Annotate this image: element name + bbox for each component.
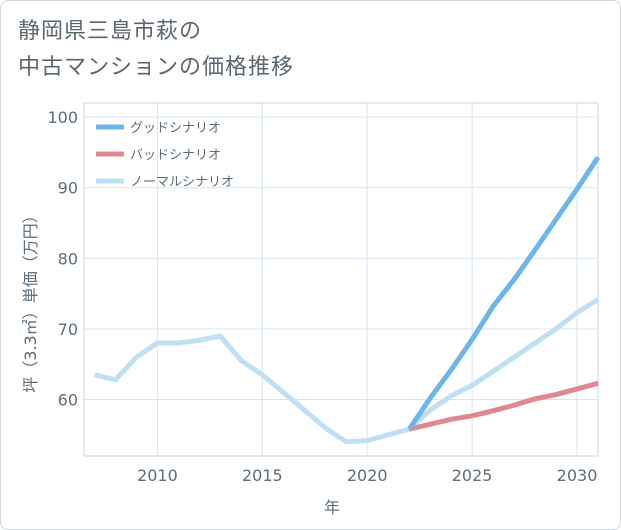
x-tick-label: 2010 xyxy=(137,466,178,485)
y-tick-label: 60 xyxy=(58,391,78,410)
legend-label-0: グッドシナリオ xyxy=(130,121,221,136)
y-tick-label: 100 xyxy=(47,108,78,127)
plot-frame xyxy=(83,102,599,457)
title-line-1: 静岡県三島市萩の xyxy=(18,19,203,44)
series-line-1 xyxy=(408,380,599,432)
x-tick-label: 2030 xyxy=(557,466,598,485)
title-line-2: 中古マンションの価格推移 xyxy=(18,55,295,80)
x-tick-label: 2015 xyxy=(242,466,283,485)
y-tick-label: 90 xyxy=(58,179,78,198)
legend-label-1: バッドシナリオ xyxy=(130,148,221,163)
chart-title: 静岡県三島市萩の中古マンションの価格推移 xyxy=(18,14,294,86)
x-axis-title: 年 xyxy=(324,498,340,517)
x-tick-label: 2025 xyxy=(452,466,493,485)
grid xyxy=(84,103,598,456)
series-lines xyxy=(93,156,601,445)
y-axis-title: 坪（3.3㎡）単価（万円） xyxy=(21,207,40,392)
x-tick-label: 2020 xyxy=(347,466,388,485)
series-line-0 xyxy=(407,156,601,431)
y-tick-label: 70 xyxy=(58,320,78,339)
series-line-2 xyxy=(93,297,600,445)
x-axis-ticks: 2010 2015 2020 2025 2030 xyxy=(137,466,597,485)
legend-label-2: ノーマルシナリオ xyxy=(130,175,234,190)
y-tick-label: 80 xyxy=(58,249,78,268)
y-axis-ticks: 60 70 80 90 100 xyxy=(47,108,78,409)
